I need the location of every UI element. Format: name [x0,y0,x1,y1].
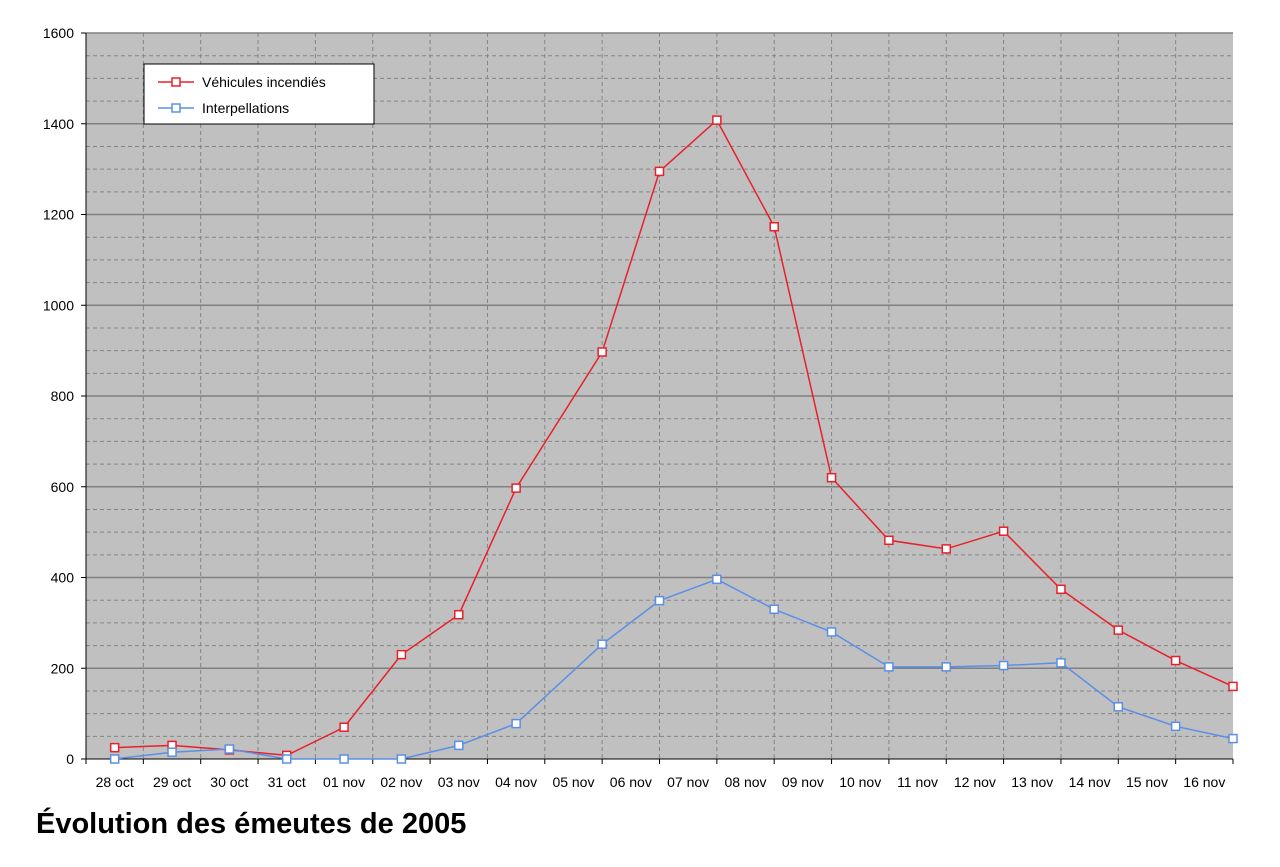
series-lines [109,115,1238,764]
data-point [769,604,779,615]
x-tick-label: 09 nov [782,774,824,790]
data-point [597,639,607,649]
data-point [396,754,407,764]
data-point [1170,721,1181,732]
chart-caption: Évolution des émeutes de 2005 [36,808,467,840]
y-tick-label: 200 [51,660,75,676]
data-point [109,754,120,764]
data-point [339,722,349,732]
data-point [998,660,1009,671]
data-point [1228,733,1238,744]
data-point [1056,584,1066,595]
data-point [454,740,464,751]
legend-swatch-marker [171,103,181,113]
legend-box [143,63,375,125]
data-point [167,747,177,757]
legend-swatch-marker [171,77,181,87]
y-tick-label: 400 [51,570,75,586]
data-point [712,574,722,585]
y-tick-label: 1000 [43,297,74,313]
data-point [511,718,521,729]
series-1 [109,115,1238,761]
x-tick-label: 10 nov [839,774,881,790]
legend-label: Véhicules incendiés [202,74,326,90]
line-chart: 0 200 400 600 800 1000 1200 1400 1600 28 oct 29 o… [43,25,1238,790]
x-axis-ticks: 28 oct 29 oct 30 oct 31 oct 01 nov 02 nov 03 n… [85,759,1234,790]
data-point [454,609,464,620]
series-2 [109,574,1238,764]
x-tick-label: 01 nov [323,774,365,790]
x-tick-label: 13 nov [1011,774,1053,790]
x-tick-label: 07 nov [667,774,709,790]
series-line [114,578,1234,760]
y-tick-label: 1600 [43,25,74,41]
data-point [1170,655,1181,666]
y-tick-label: 1200 [43,207,74,223]
x-tick-label: 06 nov [610,774,652,790]
x-tick-label: 08 nov [725,774,767,790]
y-tick-label: 0 [66,751,74,767]
data-point [396,649,407,660]
series-line [114,118,1234,757]
x-tick-label: 02 nov [380,774,422,790]
data-point [1228,681,1238,692]
x-tick-label: 12 nov [954,774,996,790]
data-point [826,627,837,637]
data-point [654,166,665,177]
x-tick-label: 29 oct [153,774,191,790]
legend: Véhicules incendiés Interpellations [143,63,375,125]
data-point [884,662,894,672]
y-tick-label: 1400 [43,116,74,132]
data-point [1113,625,1124,635]
data-point [712,115,722,125]
data-point [769,222,779,232]
data-point [998,526,1009,536]
data-point [109,742,120,753]
y-tick-label: 800 [51,388,75,404]
x-tick-label: 03 nov [438,774,480,790]
y-tick-label: 600 [51,479,75,495]
data-point [224,744,235,754]
data-point [826,472,837,483]
data-point [941,544,951,554]
gridlines [86,32,1233,759]
data-point [884,535,894,546]
x-tick-label: 04 nov [495,774,537,790]
x-tick-label: 15 nov [1126,774,1168,790]
x-tick-label: 31 oct [268,774,306,790]
data-point [1056,658,1066,668]
x-tick-label: 05 nov [552,774,594,790]
x-tick-label: 16 nov [1183,774,1225,790]
x-tick-label: 14 nov [1069,774,1111,790]
x-tick-label: 11 nov [897,774,938,790]
data-point [1113,702,1124,712]
data-point [654,595,665,606]
data-point [281,754,292,764]
data-point [597,347,607,357]
data-point [511,483,521,493]
y-axis-ticks: 0 200 400 600 800 1000 1200 1400 1600 [43,25,86,767]
data-point [339,754,349,764]
data-point [941,662,951,672]
x-tick-label: 30 oct [210,774,248,790]
legend-label: Interpellations [202,100,289,116]
x-tick-label: 28 oct [96,774,134,790]
